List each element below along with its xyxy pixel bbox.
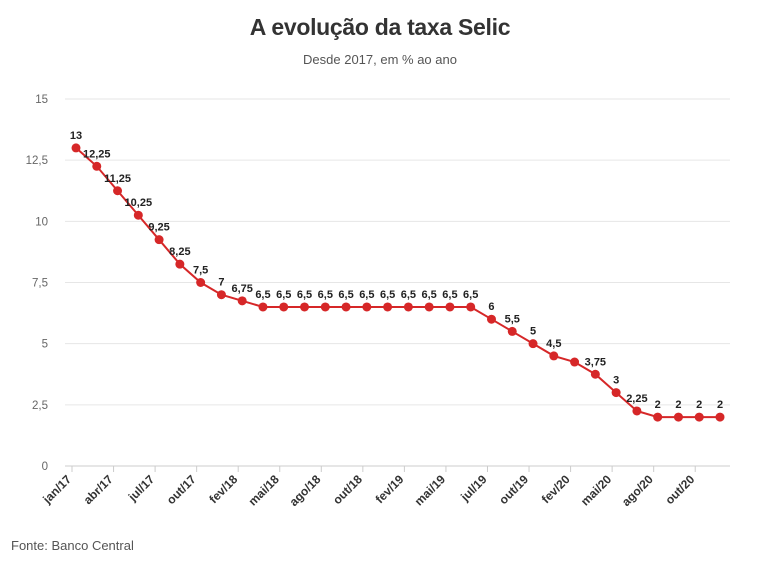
- data-label: 2: [675, 399, 681, 411]
- data-label: 2,25: [626, 393, 647, 405]
- data-point: [216, 290, 226, 300]
- data-point: [175, 259, 185, 269]
- data-point: [362, 302, 372, 312]
- data-point: [673, 412, 683, 422]
- y-tick-label: 2,5: [32, 400, 48, 412]
- data-point: [71, 143, 81, 153]
- data-label: 7: [218, 277, 224, 289]
- data-point: [424, 302, 434, 312]
- data-point: [549, 351, 559, 361]
- data-point: [196, 278, 206, 287]
- y-tick-label: 7,5: [32, 278, 48, 290]
- y-tick-label: 12,5: [26, 155, 48, 167]
- data-point: [528, 339, 538, 349]
- data-point: [507, 326, 517, 336]
- data-label: 6: [488, 301, 494, 313]
- data-label: 6,5: [442, 289, 457, 301]
- x-tick-label: ago/18: [287, 472, 324, 509]
- x-tick-label: jul/17: [125, 472, 158, 505]
- x-tick-label: jul/19: [457, 472, 490, 505]
- y-tick-label: 10: [35, 216, 48, 228]
- data-label: 6,5: [380, 289, 395, 301]
- x-tick-label: out/18: [330, 472, 365, 507]
- x-tick-label: fev/19: [373, 472, 407, 506]
- x-tick-label: abr/17: [81, 472, 116, 507]
- data-label: 2: [717, 399, 723, 411]
- y-tick-label: 0: [42, 461, 48, 473]
- data-label: 6,5: [255, 289, 270, 301]
- data-point: [632, 406, 642, 416]
- data-label: 6,5: [318, 289, 333, 301]
- x-tick-label: fev/20: [539, 472, 573, 506]
- data-label: 3,75: [585, 356, 606, 368]
- data-point: [341, 302, 351, 312]
- data-label: 6,5: [359, 289, 374, 301]
- chart-subtitle: Desde 2017, em % ao ano: [303, 52, 457, 67]
- data-label: 8,25: [169, 246, 190, 258]
- series-line: [75, 147, 720, 419]
- data-point: [237, 296, 247, 306]
- data-label: 13: [70, 130, 82, 142]
- data-label: 6,5: [401, 289, 416, 301]
- data-point: [590, 369, 600, 379]
- data-point: [466, 302, 476, 312]
- x-tick-label: ago/20: [619, 472, 656, 509]
- data-label: 4,5: [546, 338, 561, 350]
- x-tick-label: fev/18: [206, 472, 240, 506]
- x-tick-label: jan/17: [39, 472, 74, 507]
- data-label: 6,5: [422, 289, 437, 301]
- data-point: [154, 235, 164, 245]
- data-label: 9,25: [148, 222, 169, 234]
- data-label: 2: [655, 399, 661, 411]
- x-tick-label: mai/20: [578, 472, 615, 509]
- data-label: 5: [530, 326, 536, 338]
- data-point: [570, 357, 580, 367]
- data-label: 6,75: [231, 283, 252, 295]
- x-tick-label: out/20: [662, 472, 697, 507]
- chart-title: A evolução da taxa Selic: [249, 14, 511, 40]
- data-point: [320, 302, 330, 312]
- data-point: [653, 412, 663, 422]
- data-point: [403, 302, 413, 312]
- x-tick-label: out/17: [164, 472, 199, 507]
- data-point: [694, 412, 704, 422]
- data-point: [279, 302, 289, 312]
- data-point: [113, 186, 123, 196]
- data-point: [92, 161, 102, 171]
- data-label: 7,5: [193, 265, 208, 277]
- y-tick-label: 15: [35, 94, 48, 106]
- data-label: 6,5: [463, 289, 478, 301]
- data-label: 6,5: [276, 289, 291, 301]
- data-point: [133, 210, 143, 220]
- data-point: [715, 412, 725, 422]
- data-label: 2: [696, 399, 702, 411]
- data-label: 10,25: [125, 197, 153, 209]
- data-label: 12,25: [83, 148, 111, 160]
- data-label: 5,5: [505, 313, 520, 325]
- data-label: 6,5: [297, 289, 312, 301]
- data-point: [383, 302, 393, 312]
- data-point: [300, 302, 310, 312]
- data-label: 11,25: [104, 173, 131, 185]
- x-tick-label: mai/18: [246, 472, 283, 509]
- data-label: 3: [613, 375, 619, 387]
- data-point: [258, 302, 268, 312]
- source-note: Fonte: Banco Central: [11, 538, 134, 553]
- data-point: [611, 388, 621, 398]
- y-tick-label: 5: [42, 339, 48, 351]
- x-tick-label: mai/19: [412, 472, 449, 509]
- data-point: [445, 302, 455, 312]
- data-label: 6,5: [338, 289, 353, 301]
- data-point: [486, 314, 496, 324]
- x-tick-label: out/19: [496, 472, 531, 507]
